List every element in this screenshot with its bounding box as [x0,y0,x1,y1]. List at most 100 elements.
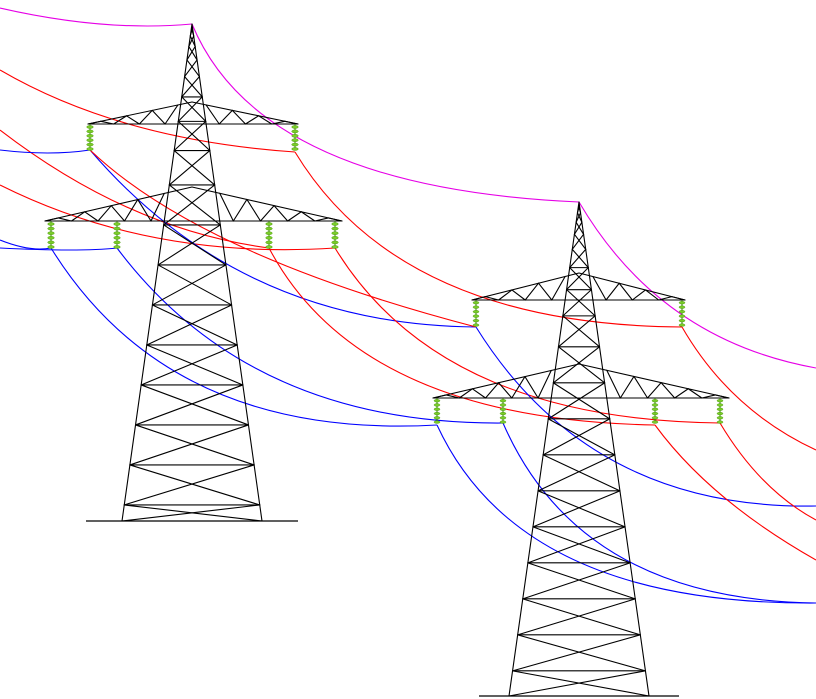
crossarm-truss-member [137,198,152,222]
insulator-disc [113,245,121,249]
tower-brace [576,212,583,223]
insulator-disc [265,236,273,240]
crossarm-truss-member [432,394,447,399]
insulator-disc [113,222,121,226]
tower-brace [573,233,587,250]
blue-phase-span-upper [89,149,477,328]
tower-brace [552,382,611,420]
crossarm-truss-member [150,192,165,222]
red-phase-incoming-upper [0,69,296,153]
insulator-disc [499,407,507,411]
insulator-disc [433,403,441,407]
insulator-disc [291,138,299,142]
tower-brace [173,120,207,152]
tower-brace [512,634,641,672]
crossarm-truss-member [551,275,566,301]
crossarm-truss-member [646,382,662,399]
crossarm-truss-member [100,120,115,125]
insulator-disc [499,420,507,424]
crossarm-truss-member [300,211,316,222]
crossarm-truss-member [218,109,233,125]
tower-brace [189,35,196,48]
insulator-disc [331,240,339,245]
crossarm-truss-member [138,109,153,125]
blue-phase-outgoing-upper [475,326,816,507]
tower-brace [542,454,621,492]
crossarm-truss-member [57,217,73,222]
insulator-disc [678,310,686,314]
insulator-disc [716,399,724,403]
crossarm-truss-member [205,104,220,125]
blue-phase-outgoing-lower-a [436,424,816,604]
red-phase-incoming-low [0,184,336,251]
tower-brace [522,598,641,636]
insulator-disc [113,236,121,240]
crossarm-truss-member [232,198,248,222]
crossarm-truss-member [164,104,179,125]
tower-brace [134,424,255,466]
insulator-disc [47,222,55,226]
crossarm-truss-member [524,376,539,399]
crossarm-truss-member [44,217,59,222]
insulator-string [47,221,55,249]
tower-brace [566,267,589,291]
insulator-string [716,398,724,424]
tower-brace [575,212,582,223]
insulator-disc [291,134,299,138]
tower-brace [517,634,646,672]
crossarm-truss-member [631,289,647,301]
blue-phase-outgoing-lower-b [502,422,816,604]
insulator-disc [472,310,480,314]
power-pylon-left [44,23,343,522]
crossarm-truss-member [498,289,513,301]
blue-phase-span-lower-a [50,247,438,427]
tower-brace [566,289,596,317]
insulator-disc [651,416,659,420]
crossarm-truss-member [606,369,621,399]
tower-brace [177,96,203,122]
crossarm-truss-member [151,109,166,125]
crossarm-truss-member [273,205,289,222]
tower-brace [571,248,589,269]
insulator-disc [113,231,121,235]
crossarm-truss-member [605,282,620,301]
insulator-disc [651,403,659,407]
conductor-wires [0,7,816,604]
tower-brace [129,424,250,466]
insulator-disc [433,420,441,424]
tower-brace [151,304,238,346]
insulator-disc [651,399,659,403]
crossarm-top-chord-left [471,272,580,301]
insulator-disc [716,403,724,407]
insulator-disc [433,399,441,403]
crossarm-truss-member [511,289,526,301]
tower-brace [146,344,244,386]
insulator-disc [472,305,480,309]
crossarm-truss-member [687,388,703,399]
insulator-disc [265,245,273,249]
tower-brace [571,233,585,250]
tower-leg-left [121,23,193,522]
tower-brace [537,454,616,492]
insulator-disc [86,142,94,147]
insulator-disc [716,407,724,411]
insulator-disc [331,236,339,240]
insulator-disc [651,411,659,416]
tower-brace [508,670,646,697]
tower-brace [140,344,238,386]
crossarm-truss-member [484,296,500,301]
red-phase-span-b [294,151,683,328]
insulator-disc [47,236,55,240]
crossarm-top-chord-right [191,186,343,222]
insulator-disc [433,411,441,416]
crossarm-truss-member [314,217,329,222]
tower-brace [186,59,200,78]
tower-brace [512,670,650,697]
crossarm-truss-member [592,275,607,301]
insulator-disc [265,240,273,245]
crossarm-truss-member [244,115,260,125]
crossarm-truss-member [471,296,486,301]
tower-brace [184,59,198,78]
pylon-group [44,23,730,697]
crossarm-top-chord-left [432,363,580,399]
